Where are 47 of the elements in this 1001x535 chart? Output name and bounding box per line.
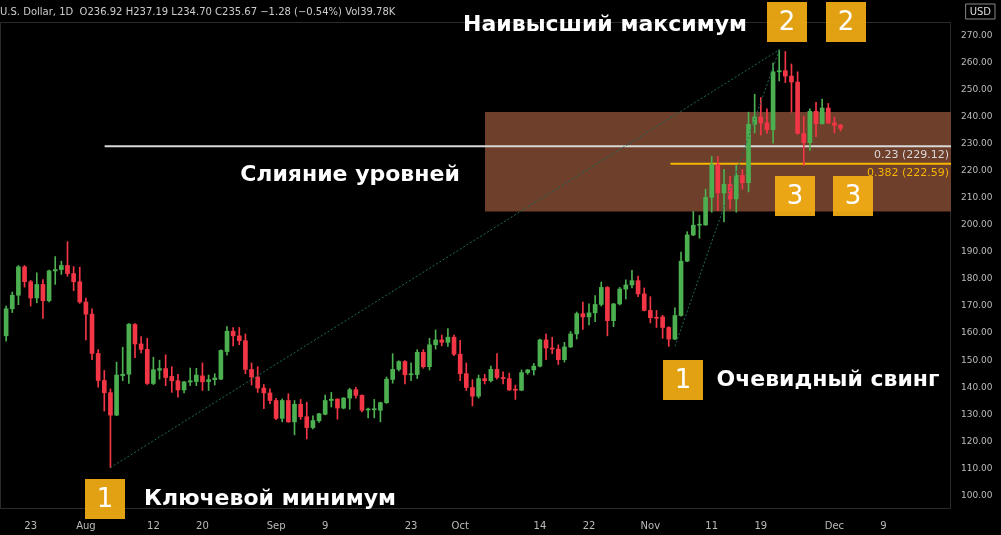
- y-tick-label: 230.00: [961, 138, 993, 149]
- chart-title: U.S. Dollar, 1D O236.92 H237.19 L234.70 C235.67 −1.28 (−0.54%) Vol39.78K: [0, 5, 396, 17]
- y-tick-label: 140.00: [961, 381, 993, 392]
- x-tick-label: 12: [147, 519, 160, 531]
- annotation: 2: [778, 5, 796, 36]
- y-tick-label: 100.00: [961, 489, 993, 500]
- y-axis-title: USD: [969, 5, 992, 17]
- ref-line-label: 0.382 (222.59): [866, 166, 949, 180]
- y-tick-label: 190.00: [961, 246, 993, 257]
- x-tick-label: 23: [404, 519, 418, 531]
- y-tick-label: 210.00: [961, 192, 993, 203]
- annotation: 2: [837, 5, 855, 36]
- annotation: 3: [844, 179, 862, 210]
- y-tick-label: 120.00: [961, 435, 993, 446]
- annotation: 1: [674, 363, 692, 394]
- x-tick-label: Sep: [266, 519, 286, 531]
- x-tick-label: 23: [24, 519, 38, 531]
- x-tick-label: Oct: [451, 519, 469, 531]
- annotation: Наивысший максимум: [463, 10, 747, 36]
- x-tick-label: Nov: [640, 519, 661, 531]
- y-tick-label: 200.00: [961, 219, 993, 230]
- y-tick-label: 110.00: [961, 462, 993, 473]
- y-tick-label: 270.00: [961, 29, 993, 40]
- annotation: 3: [786, 179, 804, 210]
- y-tick-label: 180.00: [961, 273, 993, 284]
- annotation: Очевидный свинг: [716, 365, 940, 391]
- x-tick-label: 22: [582, 519, 596, 531]
- annotation: 1: [96, 482, 114, 513]
- y-tick-label: 130.00: [961, 408, 993, 419]
- y-tick-label: 170.00: [961, 300, 993, 311]
- x-tick-label: 14: [533, 519, 547, 531]
- x-tick-label: 19: [754, 519, 768, 531]
- y-tick-label: 160.00: [961, 327, 993, 338]
- annotation: Слияние уровней: [240, 160, 460, 186]
- x-tick-label: Dec: [824, 519, 845, 531]
- y-tick-label: 240.00: [961, 111, 993, 122]
- y-tick-label: 150.00: [961, 354, 993, 365]
- x-tick-label: 9: [321, 519, 329, 531]
- x-tick-label: Aug: [76, 519, 96, 531]
- y-tick-label: 220.00: [961, 165, 993, 176]
- x-tick-label: 11: [705, 519, 719, 531]
- x-tick-label: 20: [196, 519, 209, 531]
- y-tick-label: 260.00: [961, 56, 993, 67]
- x-tick-label: 9: [880, 519, 887, 531]
- y-tick-label: 250.00: [961, 83, 993, 94]
- ref-line-label: 0.23 (229.12): [873, 148, 949, 162]
- annotation: Ключевой минимум: [144, 484, 396, 510]
